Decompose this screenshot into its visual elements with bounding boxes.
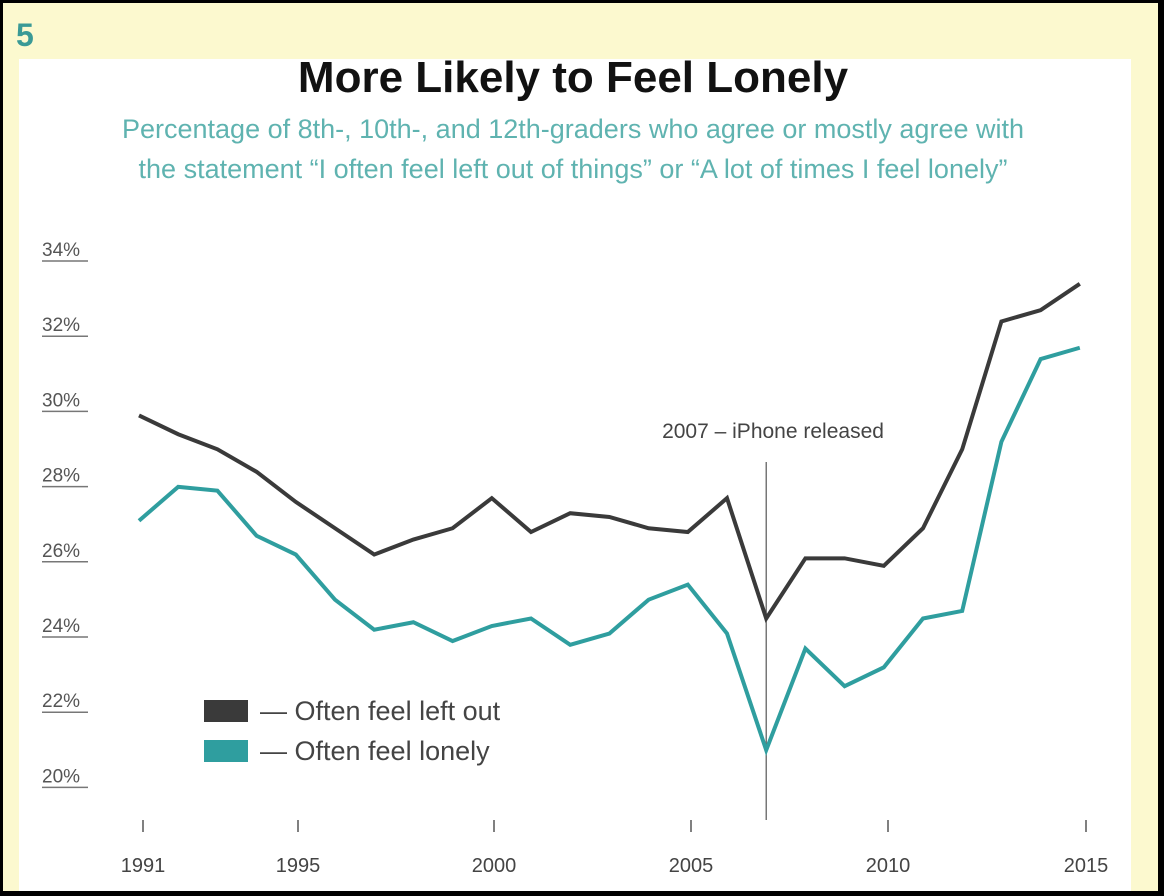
x-tick-label: 1995	[276, 855, 321, 877]
chart-title: More Likely to Feel Lonely	[298, 53, 849, 102]
y-tick-label: 30%	[42, 390, 80, 411]
figure-number: 5	[16, 17, 34, 53]
legend-label: — Often feel lonely	[260, 736, 490, 766]
y-tick-label: 22%	[42, 691, 80, 712]
x-tick-label: 1991	[121, 855, 166, 877]
chart-subtitle-line-1: Percentage of 8th-, 10th-, and 12th-grad…	[122, 114, 1024, 144]
x-tick-label: 2015	[1064, 855, 1109, 877]
x-tick-label: 2010	[866, 855, 911, 877]
y-tick-label: 28%	[42, 466, 80, 487]
y-tick-label: 32%	[42, 315, 80, 336]
y-tick-label: 34%	[42, 240, 80, 261]
legend-swatch	[204, 700, 248, 722]
chart-subtitle-line-2: the statement “I often feel left out of …	[139, 154, 1008, 184]
legend-swatch	[204, 740, 248, 762]
y-tick-label: 26%	[42, 541, 80, 562]
x-tick-label: 2005	[669, 855, 714, 877]
series-line-left-out	[138, 282, 1081, 624]
chart-frame: 5	[3, 3, 1158, 891]
legend-label: — Often feel left out	[260, 696, 501, 726]
series-line-lonely	[137, 345, 1081, 756]
y-tick-label: 20%	[42, 766, 80, 787]
y-tick-label: 24%	[42, 616, 80, 637]
annotation-label: 2007 – iPhone released	[662, 420, 884, 443]
x-tick-label: 2000	[472, 855, 517, 877]
